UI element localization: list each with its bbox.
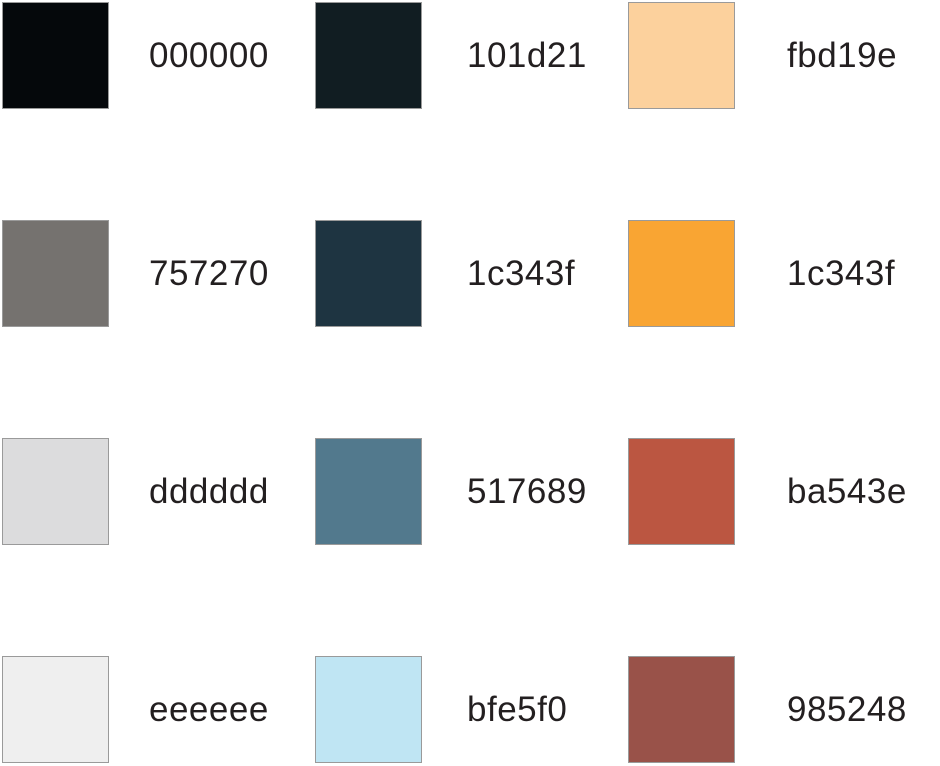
color-swatch — [315, 2, 422, 109]
color-swatch — [2, 438, 109, 545]
color-swatch — [628, 656, 735, 763]
color-hex-label: eeeeee — [149, 689, 269, 729]
color-swatch — [2, 656, 109, 763]
color-swatch — [315, 438, 422, 545]
color-swatch — [2, 2, 109, 109]
color-swatch — [315, 220, 422, 327]
color-hex-label: 1c343f — [787, 253, 896, 293]
color-swatch — [2, 220, 109, 327]
color-hex-label: 101d21 — [467, 35, 587, 75]
color-hex-label: 985248 — [787, 689, 907, 729]
color-hex-label: dddddd — [149, 471, 269, 511]
color-swatch — [315, 656, 422, 763]
color-swatch — [628, 2, 735, 109]
color-hex-label: 517689 — [467, 471, 587, 511]
color-hex-label: 000000 — [149, 35, 269, 75]
color-hex-label: fbd19e — [787, 35, 898, 75]
color-hex-label: 1c343f — [467, 253, 576, 293]
color-hex-label: 757270 — [149, 253, 269, 293]
color-hex-label: bfe5f0 — [467, 689, 568, 729]
color-swatch — [628, 438, 735, 545]
color-swatch — [628, 220, 735, 327]
color-hex-label: ba543e — [787, 471, 907, 511]
